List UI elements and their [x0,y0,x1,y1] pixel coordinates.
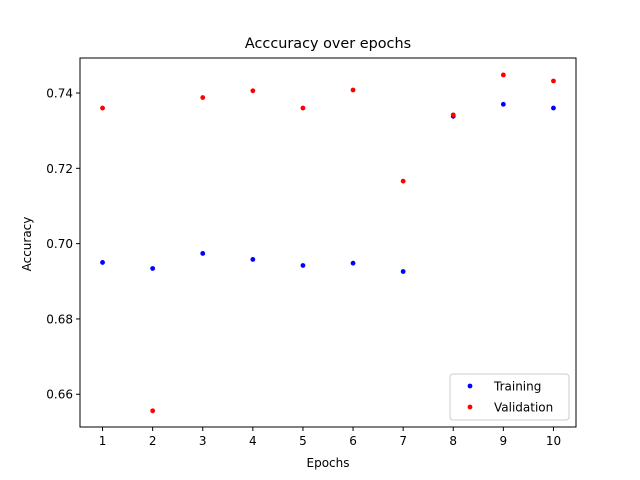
x-tick-label: 9 [500,434,508,448]
y-axis-ticks: 0.66 0.68 0.70 0.72 0.74 [46,87,80,402]
data-point [350,87,356,93]
data-point [450,112,456,118]
y-tick-label: 0.72 [46,162,73,176]
data-point [250,88,256,94]
legend-box [449,373,570,421]
x-tick-label: 6 [349,434,357,448]
data-point [500,101,506,107]
data-point [300,263,306,268]
data-point [300,105,306,111]
data-point [150,408,156,414]
data-point [150,266,156,271]
legend: Training Validation [449,373,570,421]
x-tick-label: 1 [99,434,107,448]
x-tick-label: 2 [149,434,157,448]
x-tick-label: 7 [399,434,407,448]
data-point [400,269,406,274]
x-axis-ticks: 1 2 3 4 5 6 7 8 9 10 [99,427,561,448]
data-point [100,260,105,265]
y-axis-label: Accuracy [20,217,34,272]
chart-title: Acccuracy over epochs [245,36,411,52]
data-point [250,257,256,262]
y-tick-label: 0.70 [46,237,73,251]
x-tick-label: 10 [546,434,561,448]
y-tick-label: 0.66 [46,388,73,402]
legend-label: Validation [494,401,553,415]
x-tick-label: 8 [449,434,457,448]
x-tick-label: 5 [299,434,307,448]
x-tick-label: 4 [249,434,257,448]
data-point [200,95,206,100]
data-point [100,105,105,111]
data-point [200,251,206,256]
data-point [551,105,556,111]
data-point [551,78,556,84]
legend-marker [467,383,473,389]
y-tick-label: 0.68 [46,312,73,326]
legend-marker [467,404,473,410]
series-validation [100,72,556,414]
data-point [400,178,406,184]
plot-area [79,57,577,428]
x-tick-label: 3 [199,434,207,448]
data-point [500,72,506,78]
plot-frame [79,57,577,428]
y-tick-label: 0.74 [46,87,73,101]
x-axis-label: Epochs [307,456,350,470]
legend-label: Training [493,380,541,394]
data-point [350,260,356,266]
series-points [100,72,556,414]
